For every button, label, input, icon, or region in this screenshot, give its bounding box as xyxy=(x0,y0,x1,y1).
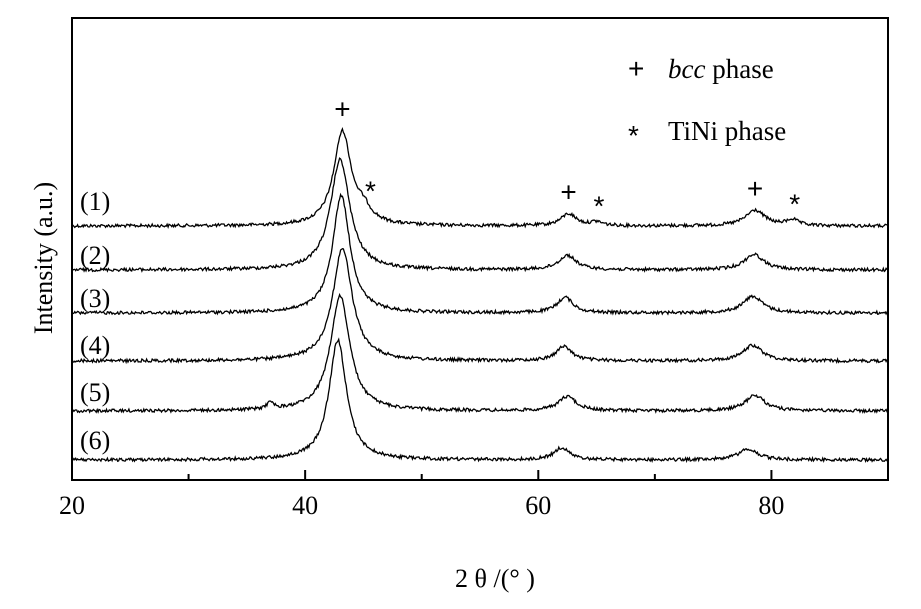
x-axis-title: 2 θ /(° ) xyxy=(455,564,535,593)
plot-frame xyxy=(71,17,889,481)
tini-peak-marker: * xyxy=(365,176,376,207)
legend-tini-symbol: * xyxy=(628,120,639,151)
series-line xyxy=(71,248,889,365)
x-tick-label: 80 xyxy=(758,491,784,520)
tini-peak-marker: * xyxy=(593,190,604,221)
series-label: (6) xyxy=(80,426,110,455)
series-label: (2) xyxy=(80,241,110,270)
series-labels: (1) (2) (3) (4) (5) (6) xyxy=(80,187,110,455)
x-axis-tick-labels: 20 40 60 80 xyxy=(59,491,784,520)
peak-annotations: + * + * + * xyxy=(334,93,800,221)
legend-bcc-label: bcc phase xyxy=(668,54,774,84)
legend: + bcc phase * TiNi phase xyxy=(628,53,786,151)
y-axis-title: Intensity (a.u.) xyxy=(29,182,58,334)
series-line xyxy=(71,292,889,414)
series-line xyxy=(71,126,888,229)
bcc-peak-marker: + xyxy=(747,173,763,204)
series-line xyxy=(71,337,889,464)
legend-bcc-symbol: + xyxy=(628,53,644,84)
legend-bcc-italic: bcc xyxy=(668,54,705,84)
series-line xyxy=(71,157,889,273)
x-tick-label: 60 xyxy=(525,491,551,520)
x-tick-label: 20 xyxy=(59,491,85,520)
legend-tini-label: TiNi phase xyxy=(668,116,786,146)
tini-peak-marker: * xyxy=(789,188,800,219)
bcc-peak-marker: + xyxy=(560,176,576,207)
x-axis-ticks xyxy=(71,470,889,480)
series-label: (5) xyxy=(80,378,110,407)
series-line xyxy=(71,192,889,316)
series-label: (1) xyxy=(80,187,110,216)
legend-bcc-rest: phase xyxy=(705,54,773,84)
x-tick-label: 40 xyxy=(292,491,318,520)
series-label: (4) xyxy=(80,331,110,360)
series-lines xyxy=(71,126,889,464)
series-label: (3) xyxy=(80,284,110,313)
bcc-peak-marker: + xyxy=(334,93,350,124)
